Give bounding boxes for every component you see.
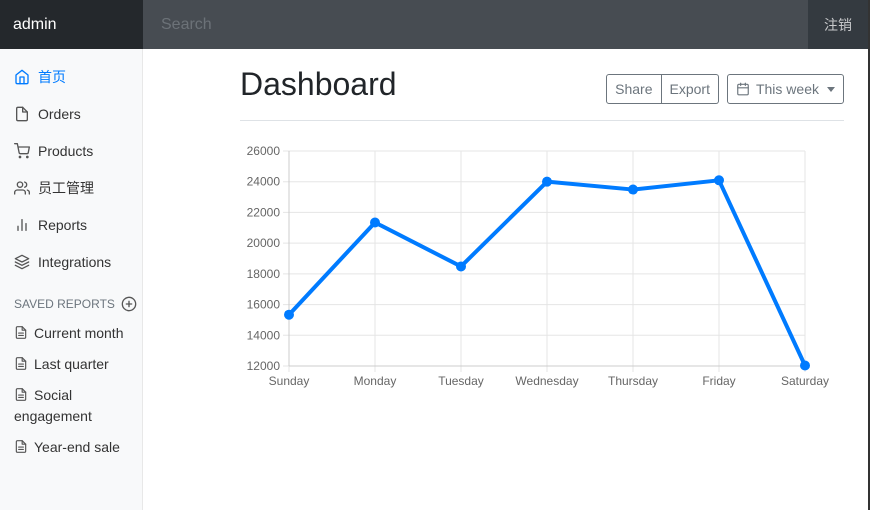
y-tick-label: 26000	[247, 144, 281, 158]
x-tick-label: Tuesday	[438, 374, 484, 388]
file-text-icon	[14, 387, 28, 402]
plus-circle-icon[interactable]	[121, 296, 137, 312]
data-point	[800, 360, 810, 371]
brand-link[interactable]: admin	[0, 0, 143, 49]
search-bar	[143, 0, 808, 49]
file-text-icon	[14, 356, 28, 371]
y-tick-label: 24000	[247, 175, 281, 189]
sidebar: 首页 Orders Products 员工管理 Reports Integrat…	[0, 49, 143, 510]
saved-report-social-engagement[interactable]: Social engagement	[0, 385, 142, 427]
bar-chart-icon	[14, 217, 30, 233]
signout-link[interactable]: 注销	[808, 0, 868, 49]
sidebar-item-orders[interactable]: Orders	[0, 96, 142, 133]
sidebar-item-label: 首页	[38, 69, 66, 85]
saved-report-label: Last quarter	[34, 356, 109, 372]
y-tick-label: 22000	[247, 205, 281, 219]
window-edge	[868, 0, 870, 510]
saved-report-label: Year-end sale	[34, 439, 120, 455]
share-button[interactable]: Share	[606, 74, 662, 104]
x-tick-label: Sunday	[269, 374, 310, 388]
calendar-icon	[736, 82, 750, 96]
saved-report-last-quarter[interactable]: Last quarter	[0, 354, 142, 375]
export-button[interactable]: Export	[661, 74, 719, 104]
toolbar: Share Export This week	[606, 74, 844, 104]
weekly-line-chart: 12000 14000 16000 18000 20000 22000 24000 26000…	[247, 144, 829, 388]
saved-report-label: Current month	[34, 325, 124, 341]
top-navbar: admin 注销	[0, 0, 868, 49]
page-title: Dashboard	[240, 66, 397, 102]
file-text-icon	[14, 439, 28, 454]
x-tick-label: Thursday	[608, 374, 658, 388]
y-tick-label: 16000	[247, 298, 281, 312]
x-tick-label: Wednesday	[515, 374, 578, 388]
file-icon	[14, 106, 30, 122]
data-point	[714, 175, 724, 186]
y-tick-label: 20000	[247, 236, 281, 250]
sidebar-item-reports[interactable]: Reports	[0, 207, 142, 244]
home-icon	[14, 69, 30, 85]
users-icon	[14, 180, 30, 196]
period-label: This week	[755, 81, 819, 97]
sidebar-item-label: Products	[38, 143, 94, 159]
y-tick-label: 14000	[247, 328, 281, 342]
data-point	[284, 309, 294, 320]
share-export-group: Share Export	[606, 74, 719, 104]
shopping-cart-icon	[14, 143, 30, 159]
saved-report-current-month[interactable]: Current month	[0, 323, 142, 344]
search-input[interactable]	[159, 14, 808, 35]
sidebar-item-label: 员工管理	[38, 180, 94, 196]
x-tick-label: Friday	[702, 374, 735, 388]
x-tick-label: Monday	[354, 374, 397, 388]
sidebar-item-integrations[interactable]: Integrations	[0, 244, 142, 281]
sidebar-item-label: Reports	[38, 217, 88, 233]
data-point	[628, 184, 638, 195]
sidebar-item-staff[interactable]: 员工管理	[0, 170, 142, 207]
sidebar-item-home[interactable]: 首页	[0, 59, 142, 96]
file-text-icon	[14, 325, 28, 340]
data-point	[456, 261, 466, 272]
y-tick-label: 18000	[247, 267, 281, 281]
period-dropdown[interactable]: This week	[726, 74, 844, 104]
saved-reports-heading: SAVED REPORTS	[0, 295, 142, 313]
x-tick-label: Saturday	[781, 374, 829, 388]
data-point	[370, 217, 380, 228]
layers-icon	[14, 254, 30, 270]
sidebar-item-label: Integrations	[38, 254, 112, 270]
header-divider	[240, 120, 844, 121]
sidebar-item-products[interactable]: Products	[0, 133, 142, 170]
sidebar-item-label: Orders	[38, 106, 81, 122]
data-point	[542, 176, 552, 187]
caret-down-icon	[827, 86, 835, 92]
saved-report-label: Social engagement	[14, 387, 92, 424]
saved-reports-label: SAVED REPORTS	[14, 297, 115, 311]
saved-report-year-end-sale[interactable]: Year-end sale	[0, 437, 142, 458]
y-tick-label: 12000	[247, 359, 281, 373]
